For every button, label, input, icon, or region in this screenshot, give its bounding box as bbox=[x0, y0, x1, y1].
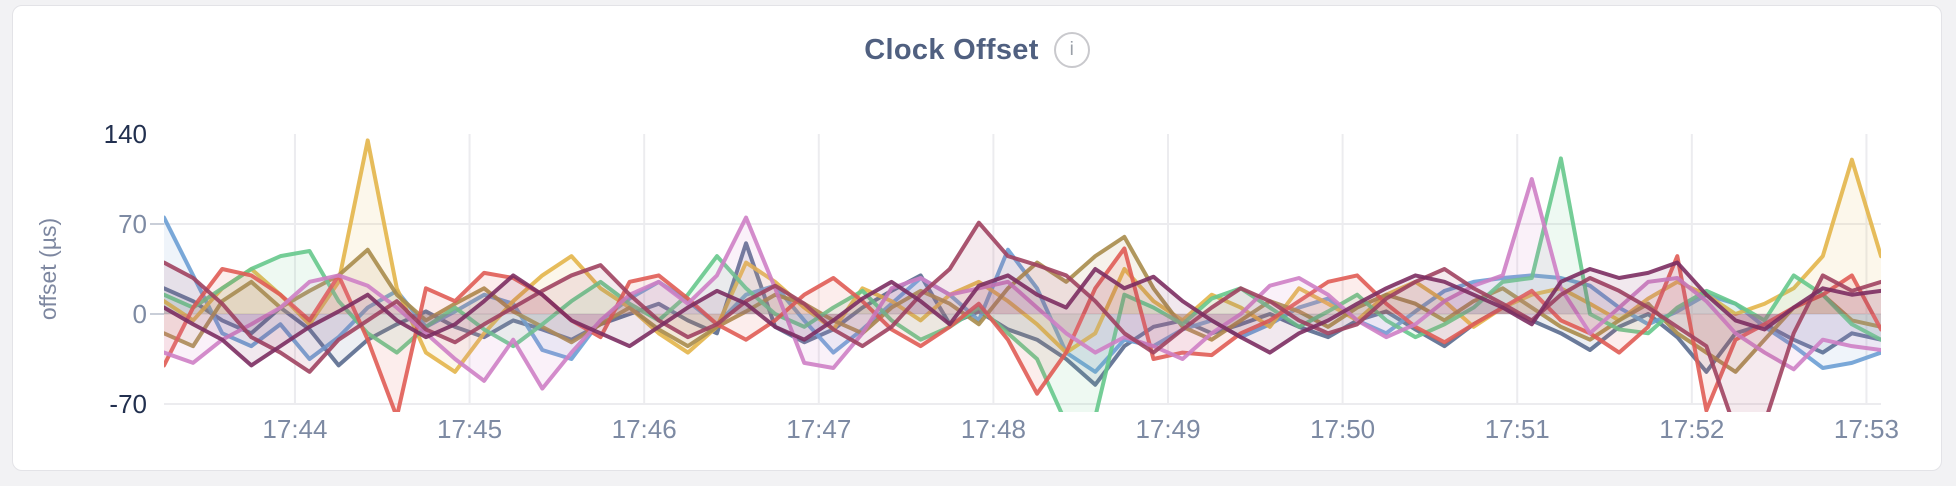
chart-area bbox=[164, 236, 1881, 372]
chart-area bbox=[164, 262, 1881, 366]
chart-series-series-8 bbox=[164, 220, 1881, 412]
x-tick-label: 17:52 bbox=[1659, 414, 1724, 444]
x-tick-label: 17:46 bbox=[612, 414, 677, 444]
clock-offset-chart[interactable]: 17:44 17:45 17:46 17:47 17:48 17:49 17:50 17:51… bbox=[13, 6, 1943, 472]
chart-title: Clock Offset bbox=[864, 33, 1039, 66]
x-tick-label: 17:53 bbox=[1834, 414, 1899, 444]
chart-series-series-6 bbox=[164, 246, 1881, 412]
chart-card: Clock Offset i 17:44 17:45 17:46 17:47 17:48… bbox=[12, 5, 1942, 471]
y-tick-label: -70 bbox=[109, 389, 147, 419]
y-axis-label: offset (µs) bbox=[35, 218, 61, 320]
x-tick-label: 17:45 bbox=[437, 414, 502, 444]
chart-area bbox=[164, 248, 1881, 412]
chart-line bbox=[164, 246, 1881, 412]
chart-line bbox=[164, 138, 1881, 374]
chart-line bbox=[164, 215, 1881, 374]
x-tick-label: 17:48 bbox=[961, 414, 1026, 444]
chart-area bbox=[164, 222, 1881, 412]
y-tick-label: 0 bbox=[133, 299, 147, 329]
y-tick-label: 140 bbox=[104, 119, 147, 149]
x-tick-label: 17:50 bbox=[1310, 414, 1375, 444]
chart-line bbox=[164, 156, 1881, 412]
chart-area bbox=[164, 158, 1881, 412]
info-icon[interactable]: i bbox=[1053, 32, 1090, 68]
chart-line bbox=[164, 260, 1881, 368]
x-tick-label: 17:49 bbox=[1135, 414, 1200, 444]
chart-line bbox=[164, 177, 1881, 391]
chart-series-series-9 bbox=[164, 260, 1881, 368]
chart-line bbox=[164, 220, 1881, 412]
chart-series-series-5 bbox=[164, 156, 1881, 412]
chart-area bbox=[164, 179, 1881, 389]
chart-series-series-7 bbox=[164, 177, 1881, 391]
x-tick-label: 17:47 bbox=[786, 414, 851, 444]
x-tick-label: 17:51 bbox=[1485, 414, 1550, 444]
y-tick-label: 70 bbox=[118, 209, 147, 239]
x-tick-label: 17:44 bbox=[262, 414, 327, 444]
chart-header: Clock Offset i bbox=[13, 32, 1941, 68]
